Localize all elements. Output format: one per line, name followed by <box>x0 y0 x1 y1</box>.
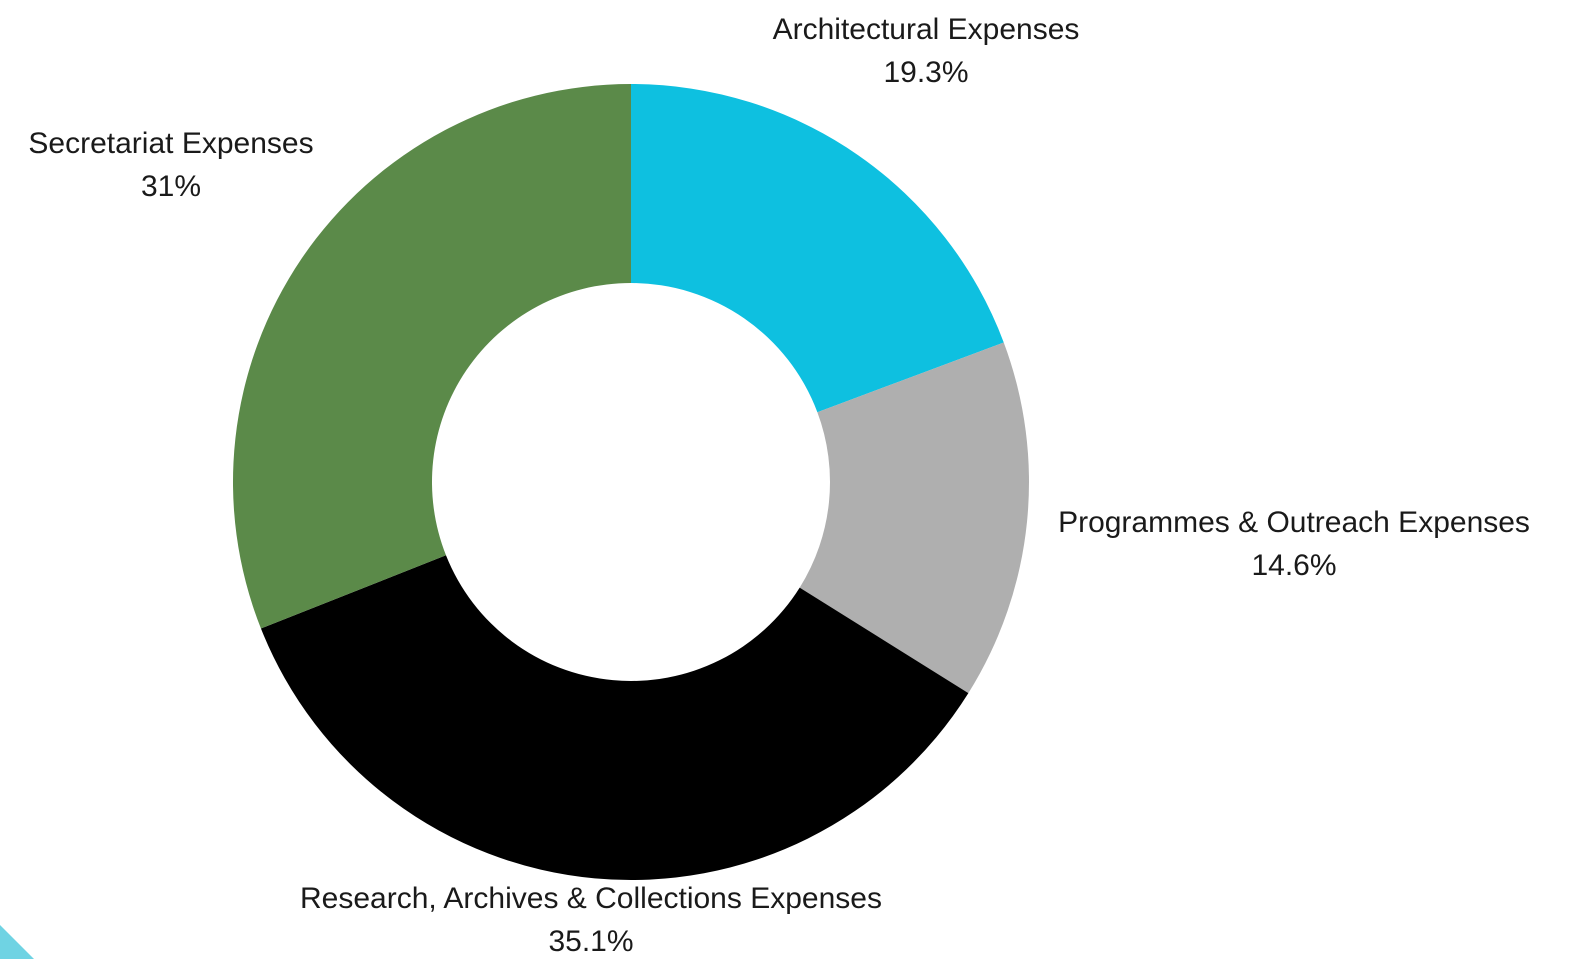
corner-accent-shape <box>0 925 34 959</box>
slice-label-architectural-expenses: Architectural Expenses <box>773 13 1080 46</box>
slice-label-secretariat-expenses: Secretariat Expenses <box>28 127 313 160</box>
slice-label-programmes-and-outreach-expenses: Programmes & Outreach Expenses <box>1058 506 1530 539</box>
slice-value-secretariat-expenses: 31% <box>141 170 201 203</box>
slice-architectural-expenses <box>631 84 1004 413</box>
slice-label-research-archives-and-collections-expenses: Research, Archives & Collections Expense… <box>300 882 882 915</box>
slice-research-archives-and-collections-expenses <box>260 555 969 880</box>
slice-programmes-and-outreach-expenses <box>799 342 1029 694</box>
slice-value-research-archives-and-collections-expenses: 35.1% <box>548 925 633 958</box>
slice-value-programmes-and-outreach-expenses: 14.6% <box>1251 549 1336 582</box>
slice-labels: Architectural Expenses 19.3% Programmes & … <box>28 13 1530 958</box>
slice-secretariat-expenses <box>232 84 631 629</box>
donut-slices <box>232 84 1029 880</box>
slice-value-architectural-expenses: 19.3% <box>883 56 968 89</box>
